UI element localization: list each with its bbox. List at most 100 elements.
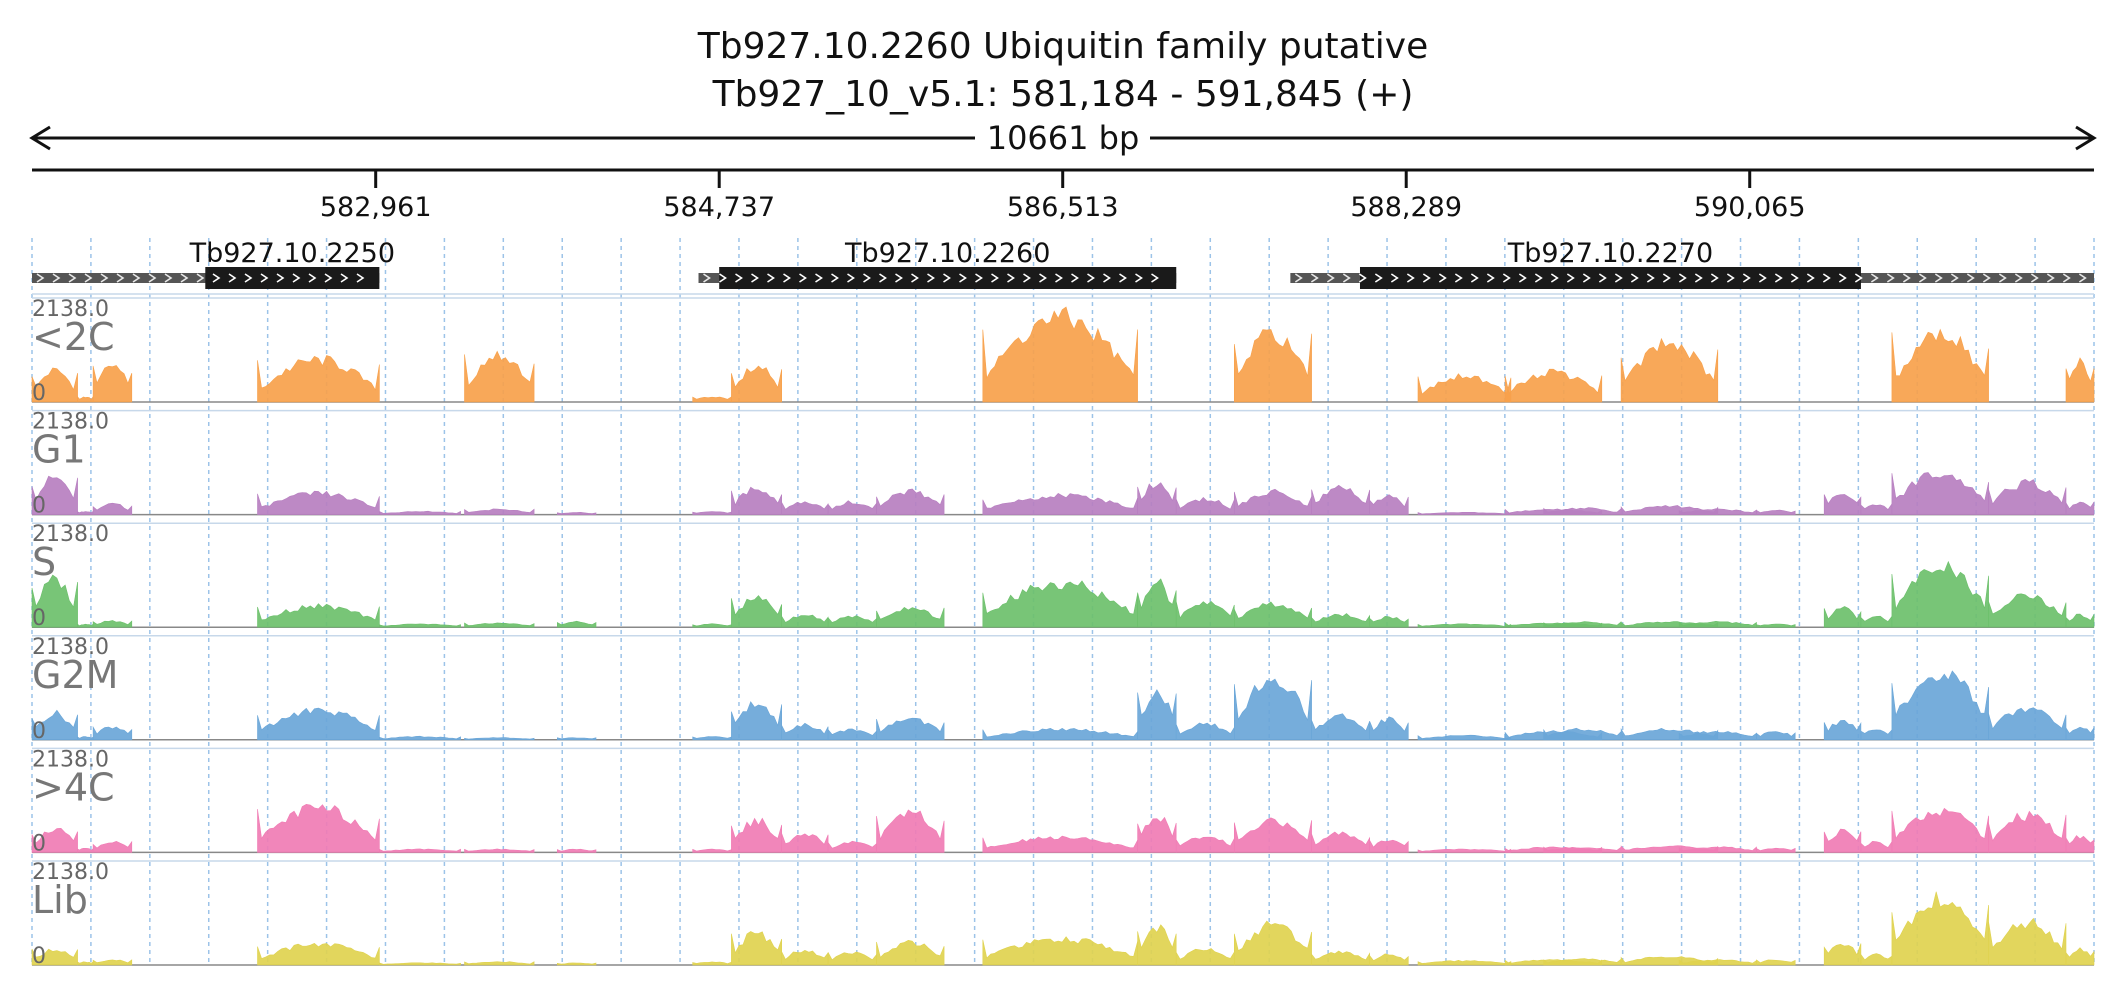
coverage-area xyxy=(1311,613,1370,628)
coverage-area xyxy=(2065,613,2095,628)
coverage-area xyxy=(731,817,782,853)
coverage-area xyxy=(1891,807,1989,853)
strand-arrow xyxy=(847,273,855,283)
coverage-area xyxy=(1417,511,1512,515)
coverage-area xyxy=(1756,509,1796,515)
coverage-area xyxy=(1860,729,1893,741)
coverage-area xyxy=(31,475,78,515)
strand-arrow xyxy=(308,273,317,283)
strand-arrow xyxy=(2030,273,2039,283)
gene-track: Tb927.10.2250 Tb927.10.2260 Tb927.10.2270 xyxy=(32,238,2094,295)
strand-arrow xyxy=(1966,273,1975,283)
strand-arrow xyxy=(1342,273,1351,283)
span-arrow: 10661 bp xyxy=(29,119,2097,157)
strand-arrow xyxy=(1870,273,1879,283)
coverage-area xyxy=(1234,488,1312,515)
ymax-label: 2138.0 xyxy=(32,747,109,772)
coverage-area xyxy=(1988,593,2067,628)
gene-label: Tb927.10.2260 xyxy=(844,238,1050,269)
coverage-area xyxy=(1234,678,1312,741)
coverage-area xyxy=(379,735,461,741)
coverage-area xyxy=(1678,959,1757,966)
ymin-label: 0 xyxy=(32,494,46,519)
strand-arrow xyxy=(895,273,903,283)
strand-arrow xyxy=(1902,273,1911,283)
coverage-area xyxy=(1678,508,1757,515)
coverage-area xyxy=(781,722,829,741)
coverage-area xyxy=(1175,600,1235,628)
strand-arrow xyxy=(1550,273,1559,283)
strand-arrow xyxy=(1566,273,1575,283)
coverage-area xyxy=(1678,730,1757,741)
coverage-area xyxy=(1369,839,1409,853)
strand-arrow xyxy=(991,273,999,283)
strand-arrow xyxy=(815,273,823,283)
coverage-area xyxy=(731,365,782,403)
coverage-area xyxy=(1417,373,1512,403)
coverage-area xyxy=(1137,689,1177,741)
coverage-area xyxy=(557,848,597,853)
coverage-area xyxy=(982,306,1138,403)
span-label: 10661 bp xyxy=(987,119,1140,157)
coverage-area xyxy=(1678,620,1757,628)
gene-label: Tb927.10.2270 xyxy=(1507,238,1713,269)
coverage-area xyxy=(781,501,829,515)
title-line-1: Tb927.10.2260 Ubiquitin family putative xyxy=(697,26,1429,67)
coverage-area xyxy=(982,936,1138,966)
strand-arrow xyxy=(799,273,807,283)
coverage-area xyxy=(1823,719,1862,741)
coverage-area xyxy=(1620,337,1719,403)
strand-arrow xyxy=(132,273,141,283)
coverage-area xyxy=(1417,623,1512,628)
coverage-area xyxy=(1823,606,1862,628)
strand-arrow xyxy=(1390,273,1399,283)
coverage-area xyxy=(1417,848,1512,853)
coverage-area xyxy=(464,737,535,741)
coverage-area xyxy=(982,493,1138,515)
strand-arrow xyxy=(1502,273,1511,283)
ruler-tick-label: 584,737 xyxy=(663,192,775,223)
coverage-area xyxy=(1234,817,1312,853)
ymax-label: 2138.0 xyxy=(32,297,109,322)
coverage-area xyxy=(92,840,133,853)
coverage-area xyxy=(731,595,782,628)
coverage-area xyxy=(1891,560,1989,628)
strand-arrow xyxy=(1694,273,1703,283)
ymin-label: 0 xyxy=(32,606,46,631)
strand-arrow xyxy=(1886,273,1895,283)
strand-arrow xyxy=(1726,273,1735,283)
strand-arrow xyxy=(831,273,839,283)
coverage-area xyxy=(827,840,877,853)
coverage-area xyxy=(692,736,732,741)
strand-arrow xyxy=(975,273,983,283)
coverage-area xyxy=(1891,670,1989,741)
strand-arrow xyxy=(68,273,77,283)
coverage-area xyxy=(781,614,829,628)
coverage-area xyxy=(77,395,94,403)
strand-arrow xyxy=(1310,273,1319,283)
gene-cds xyxy=(205,267,380,289)
coverage-area xyxy=(827,951,877,966)
coverage-area xyxy=(731,931,782,966)
ymin-label: 0 xyxy=(32,944,46,969)
coverage-area xyxy=(31,709,78,741)
ruler-tick-label: 586,513 xyxy=(1007,192,1119,223)
ymin-label: 0 xyxy=(32,381,46,406)
coverage-area xyxy=(1543,727,1622,741)
strand-arrow xyxy=(1023,273,1031,283)
title-line-2: Tb927_10_v5.1: 581,184 - 591,845 (+) xyxy=(712,74,1414,115)
coverage-area xyxy=(982,580,1138,628)
coverage-area xyxy=(464,622,535,628)
coverage-area xyxy=(982,727,1138,741)
strand-arrow xyxy=(1422,273,1431,283)
gene-cds xyxy=(719,267,1177,289)
strand-arrow xyxy=(36,273,45,283)
ymax-label: 2138.0 xyxy=(32,410,109,435)
strand-arrow xyxy=(260,273,269,283)
coverage-area xyxy=(1543,507,1622,515)
strand-arrow xyxy=(340,273,349,283)
coverage-area xyxy=(257,803,380,853)
coverage-area xyxy=(1756,731,1796,741)
coverage-area xyxy=(557,620,597,628)
coverage-area xyxy=(1175,722,1235,741)
